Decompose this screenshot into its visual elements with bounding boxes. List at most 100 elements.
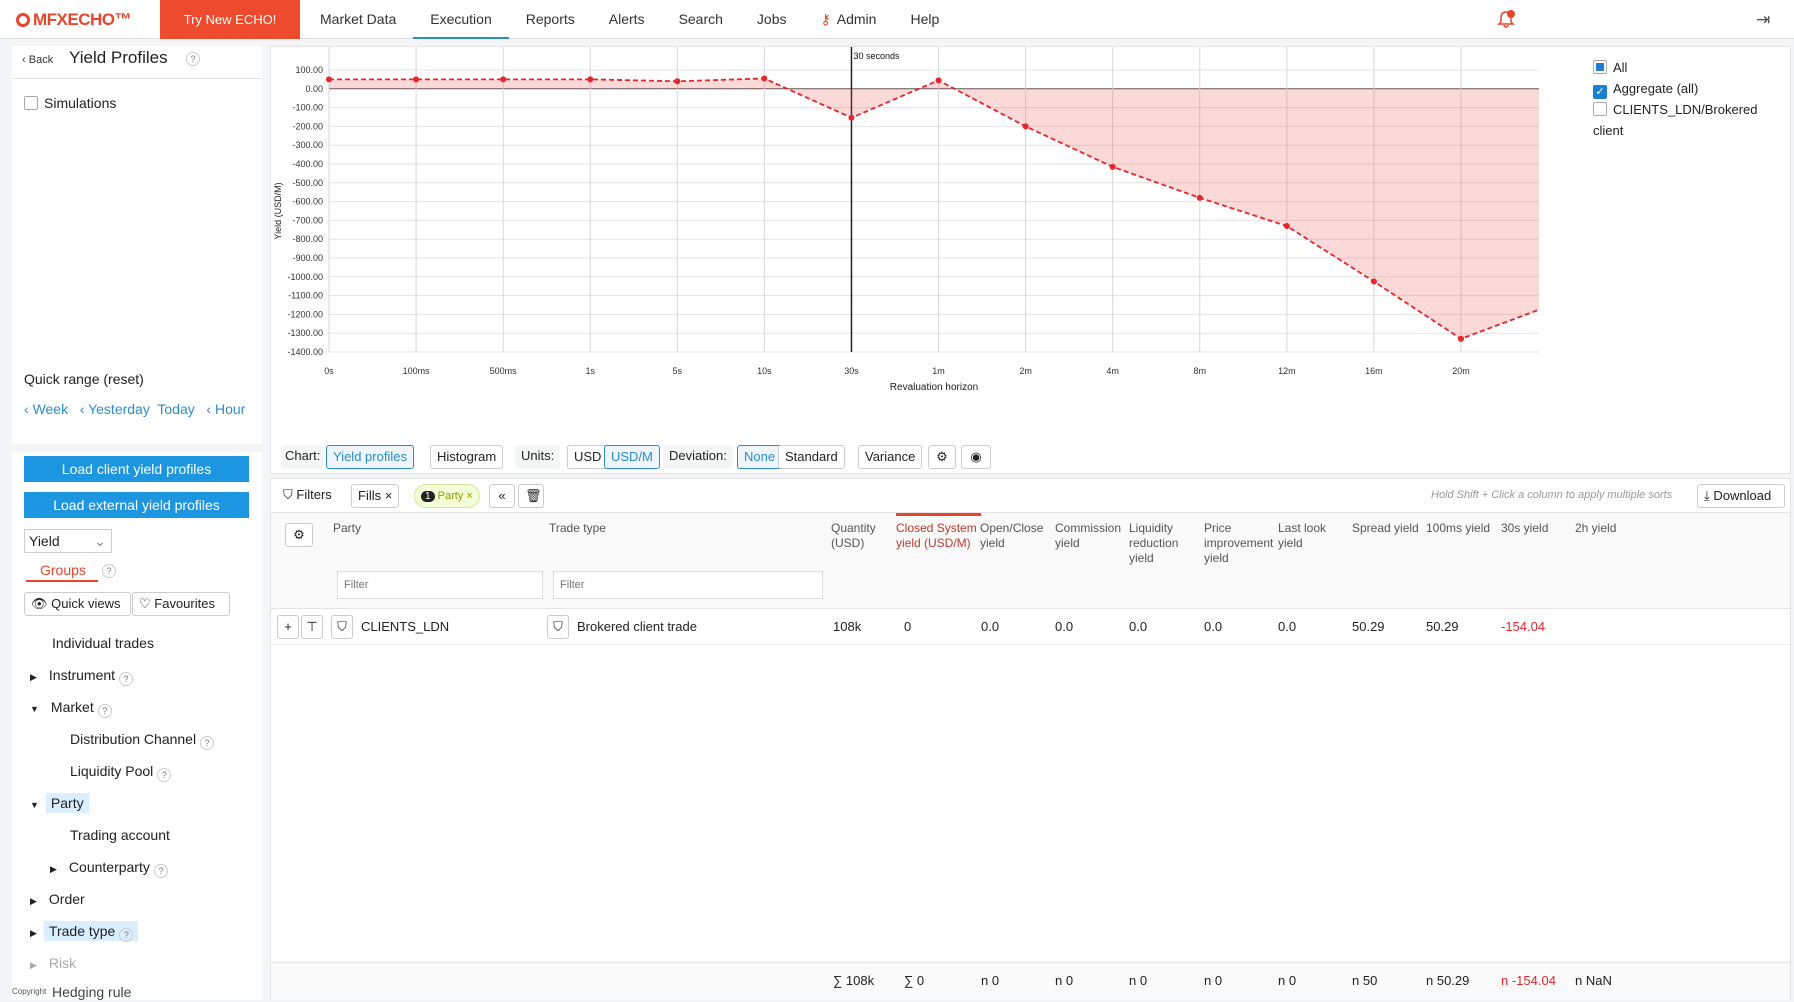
app-logo[interactable]: MFXECHO™ <box>16 10 132 30</box>
tree-item-hedging-rule[interactable]: Hedging rule <box>52 984 132 1000</box>
favourites-button[interactable]: ♡ Favourites <box>132 592 230 616</box>
copyright-text: Copyright <box>12 987 47 996</box>
load-external-yield-profiles-button[interactable]: Load external yield profiles <box>24 492 249 518</box>
histogram-toggle[interactable]: Histogram <box>430 445 504 469</box>
funnel-icon[interactable]: ⛉ <box>547 615 569 639</box>
try-new-echo-button[interactable]: Try New ECHO! <box>160 0 300 39</box>
tree-item-instrument[interactable]: ▶ Instrument? <box>30 667 134 686</box>
quick-range-label[interactable]: Quick range (reset) <box>24 371 144 387</box>
col-open-close-yield[interactable]: Open/Close yield <box>980 521 1044 550</box>
nav-execution[interactable]: Execution <box>413 0 509 39</box>
tree-item-party[interactable]: ▼ Party <box>30 793 89 813</box>
nav-alerts[interactable]: Alerts <box>608 11 645 27</box>
fills-chip[interactable]: Fills × <box>351 484 400 508</box>
y-axis-label: Yield (USD/M) <box>273 182 283 239</box>
help-icon[interactable]: ? <box>102 564 116 578</box>
tree-item-liquidity-pool[interactable]: Liquidity Pool? <box>70 763 172 782</box>
caret-right-icon: ▶ <box>30 672 37 682</box>
deviation-none-toggle[interactable]: None <box>737 445 783 469</box>
footer-30s-n: n -154.04 <box>1501 973 1556 988</box>
tree-item-individual-trades[interactable]: Individual trades <box>52 635 154 651</box>
tree-item-risk[interactable]: ▶ Risk <box>30 955 77 971</box>
x-tick-label: 1m <box>932 366 945 376</box>
col-last-look-yield[interactable]: Last look yield <box>1278 521 1327 550</box>
eye-icon[interactable]: ◉ <box>961 445 991 469</box>
tree-item-market[interactable]: ▼ Market? <box>30 699 112 718</box>
col-price-improvement-yield[interactable]: Price improvement yield <box>1204 521 1274 565</box>
x-tick-label: 16m <box>1365 366 1383 376</box>
collapse-left-icon[interactable]: « <box>489 484 515 508</box>
nav-help[interactable]: Help <box>910 11 940 27</box>
tree-item-order[interactable]: ▶ Order <box>30 891 85 907</box>
back-link[interactable]: ‹ Back <box>22 54 54 66</box>
close-icon[interactable]: × <box>466 490 473 502</box>
nav-admin[interactable]: ⚷ Admin <box>820 11 877 27</box>
col-trade-type[interactable]: Trade type <box>549 521 606 535</box>
simulations-checkbox[interactable]: Simulations <box>24 95 116 111</box>
top-bar: MFXECHO™ Try New ECHO! Market Data Execu… <box>0 0 1794 39</box>
nav-search[interactable]: Search <box>678 11 723 27</box>
col-closed-system-yield[interactable]: Closed System yield (USD/M) <box>896 513 981 551</box>
table-row[interactable]: + ⊤ ⛉ CLIENTS_LDN ⛉ Brokered client trad… <box>271 609 1790 645</box>
range-yesterday[interactable]: ‹ Yesterday <box>79 401 150 417</box>
filters-button[interactable]: ⛉ Filters <box>277 484 338 508</box>
cell-last-look-yield: 0.0 <box>1278 619 1297 634</box>
legend-all-checkbox[interactable]: All <box>1593 57 1790 78</box>
col-2h-yield[interactable]: 2h yield <box>1575 521 1617 535</box>
cell-30s-yield: -154.04 <box>1501 619 1546 634</box>
col-100ms-yield[interactable]: 100ms yield <box>1426 521 1491 535</box>
help-icon[interactable]: ? <box>186 52 200 66</box>
pin-top-icon[interactable]: ⊤ <box>301 615 323 639</box>
trade-type-filter-input[interactable] <box>553 571 823 599</box>
close-icon[interactable]: × <box>384 488 393 503</box>
party-filter-input[interactable] <box>337 571 543 599</box>
footer-100ms-n: n 50.29 <box>1426 973 1470 988</box>
y-tick-label: -400.00 <box>292 159 323 169</box>
expand-row-plus-icon[interactable]: + <box>277 615 299 639</box>
load-client-yield-profiles-button[interactable]: Load client yield profiles <box>24 456 249 482</box>
nav-reports[interactable]: Reports <box>525 11 575 27</box>
nav-market-data[interactable]: Market Data <box>320 11 397 27</box>
download-button[interactable]: ⤓ Download <box>1697 484 1785 508</box>
data-point <box>674 78 681 85</box>
page-title: Yield Profiles <box>69 48 168 67</box>
key-icon: ⚷ <box>820 11 831 27</box>
chart-controls: Chart: Yield profiles Histogram Units: U… <box>281 445 1781 473</box>
bell-icon[interactable] <box>1497 10 1515 28</box>
cell-liquidity-yield: 0.0 <box>1129 619 1148 634</box>
logout-icon[interactable]: ⇥ <box>1756 10 1771 29</box>
tree-item-counterparty[interactable]: ▶ Counterparty? <box>50 859 168 878</box>
col-party[interactable]: Party <box>333 521 362 535</box>
tree-item-distribution-channel[interactable]: Distribution Channel? <box>70 731 215 750</box>
footer-spread-n: n 50 <box>1352 973 1378 988</box>
deviation-variance-toggle[interactable]: Variance <box>858 445 923 469</box>
gear-icon[interactable]: ⚙ <box>928 445 956 469</box>
col-spread-yield[interactable]: Spread yield <box>1352 521 1419 535</box>
quick-views-button[interactable]: 👁 Quick views <box>24 592 131 616</box>
yield-profile-chart[interactable]: 100.00 0.00 -100.00 -200.00 -300.00 -400.00 -5… <box>271 47 1571 445</box>
col-30s-yield[interactable]: 30s yield <box>1501 521 1549 535</box>
nav-jobs[interactable]: Jobs <box>756 11 787 27</box>
metric-select[interactable]: Yield ⌄ <box>24 529 112 553</box>
deviation-standard-toggle[interactable]: Standard <box>778 445 845 469</box>
tree-item-trading-account[interactable]: Trading account <box>70 827 170 843</box>
legend-aggregate-checkbox[interactable]: ✓ Aggregate (all) <box>1593 78 1790 99</box>
tree-item-trade-type[interactable]: ▶ Trade type? <box>30 921 139 942</box>
col-liquidity-reduction-yield[interactable]: Liquidity reduction yield <box>1129 521 1179 565</box>
cell-quantity: 108k <box>833 619 862 634</box>
col-quantity[interactable]: Quantity (USD) <box>831 521 876 550</box>
usd-toggle[interactable]: USD <box>567 445 609 469</box>
column-settings-gear-icon[interactable]: ⚙ <box>285 523 313 547</box>
range-today[interactable]: Today <box>157 401 195 417</box>
trash-icon[interactable]: 🗑 <box>518 484 544 508</box>
funnel-icon[interactable]: ⛉ <box>331 615 353 639</box>
col-commission-yield[interactable]: Commission yield <box>1055 521 1122 550</box>
tab-groups[interactable]: Groups <box>26 562 98 582</box>
range-week[interactable]: ‹ Week <box>24 401 69 417</box>
yield-profiles-toggle[interactable]: Yield profiles <box>326 445 414 469</box>
usdm-toggle[interactable]: USD/M <box>604 445 660 469</box>
chevron-down-icon: ⌄ <box>94 533 106 549</box>
party-filter-chip[interactable]: 1 Party × <box>414 484 480 508</box>
range-hour[interactable]: ‹ Hour <box>206 401 246 417</box>
legend-client-checkbox[interactable]: CLIENTS_LDN/Brokered client <box>1593 102 1758 138</box>
